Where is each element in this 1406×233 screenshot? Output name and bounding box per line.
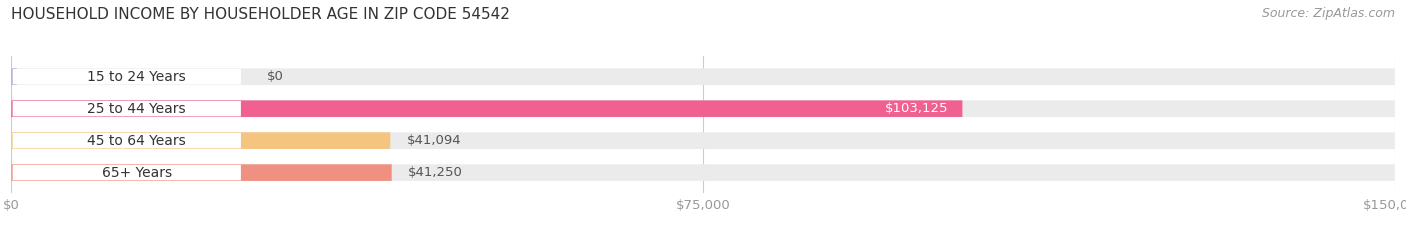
- FancyBboxPatch shape: [11, 132, 1395, 149]
- Text: $0: $0: [267, 70, 284, 83]
- FancyBboxPatch shape: [13, 165, 240, 180]
- FancyBboxPatch shape: [13, 69, 240, 84]
- Text: 65+ Years: 65+ Years: [101, 166, 172, 180]
- FancyBboxPatch shape: [13, 133, 240, 148]
- Text: Source: ZipAtlas.com: Source: ZipAtlas.com: [1261, 7, 1395, 20]
- FancyBboxPatch shape: [11, 164, 392, 181]
- Text: HOUSEHOLD INCOME BY HOUSEHOLDER AGE IN ZIP CODE 54542: HOUSEHOLD INCOME BY HOUSEHOLDER AGE IN Z…: [11, 7, 510, 22]
- FancyBboxPatch shape: [13, 101, 240, 116]
- FancyBboxPatch shape: [11, 164, 1395, 181]
- FancyBboxPatch shape: [11, 100, 1395, 117]
- Text: 25 to 44 Years: 25 to 44 Years: [87, 102, 186, 116]
- Text: 15 to 24 Years: 15 to 24 Years: [87, 70, 186, 84]
- Text: 45 to 64 Years: 45 to 64 Years: [87, 134, 186, 148]
- FancyBboxPatch shape: [11, 132, 391, 149]
- Text: $41,250: $41,250: [408, 166, 463, 179]
- Text: $41,094: $41,094: [406, 134, 461, 147]
- FancyBboxPatch shape: [11, 69, 17, 85]
- Text: $103,125: $103,125: [884, 102, 949, 115]
- FancyBboxPatch shape: [11, 100, 963, 117]
- FancyBboxPatch shape: [11, 69, 1395, 85]
